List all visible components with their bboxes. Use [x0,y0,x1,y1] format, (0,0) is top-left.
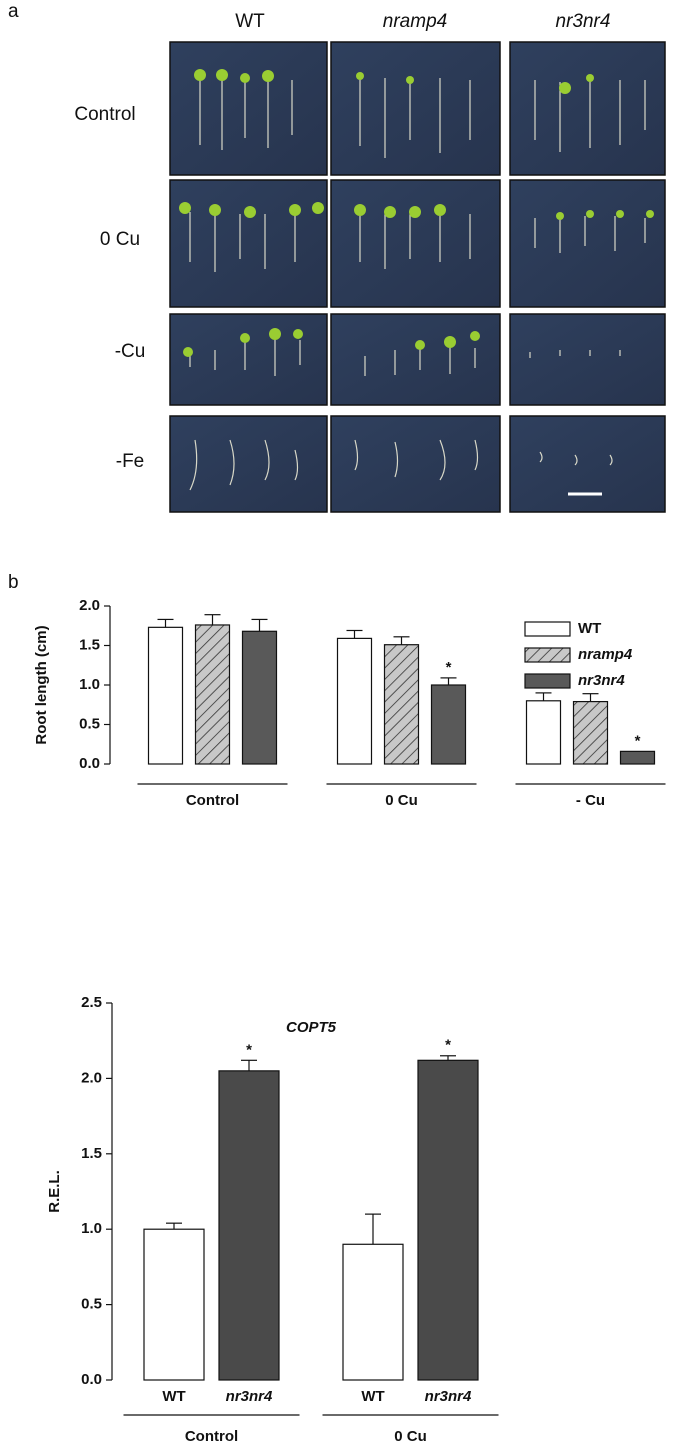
bar [619,750,656,765]
bar [336,637,373,765]
y-axis-label: R.E.L. [46,1170,63,1213]
row-header: 0 Cu [100,229,140,250]
bar [383,644,420,765]
photo [509,41,666,176]
photo [169,41,328,176]
chart-title: COPT5 [286,1019,337,1036]
bar [147,626,184,765]
x-tick-label: Control [186,792,239,809]
bar-label: nr3nr4 [425,1388,472,1405]
roots [189,336,621,376]
y-tick-label: 1.0 [81,1220,102,1237]
legend-swatch [524,647,571,663]
y-tick-label: 0.0 [79,755,100,772]
bar-label: nr3nr4 [226,1388,273,1405]
photo [330,415,501,513]
row-header: Control [74,104,135,125]
y-tick-label: 2.5 [81,994,102,1011]
photo [509,179,666,308]
significance: * [635,732,641,749]
legend-label: nramp4 [578,646,633,663]
bar [430,684,467,765]
bar [525,700,562,765]
bar [241,630,278,765]
y-tick-label: 2.0 [81,1069,102,1086]
photo [169,415,328,513]
row-header: -Fe [116,451,145,472]
y-axis-label: Root length (cm) [33,625,50,744]
y-tick-label: 0.5 [81,1296,102,1313]
photo-grid [169,41,666,513]
roots [189,439,613,491]
panel-label: a [8,1,19,22]
photo [169,313,328,406]
significance: * [246,1041,252,1058]
bar [194,624,231,765]
bar [572,700,609,765]
roots [199,75,646,158]
y-tick-label: 1.5 [81,1145,102,1162]
legend-label: nr3nr4 [578,672,625,689]
y-tick-label: 1.0 [79,676,100,693]
y-tick-label: 0.5 [79,715,100,732]
bar [218,1070,280,1381]
photo [330,41,501,176]
panel-label: b [8,572,19,593]
significance: * [446,659,452,676]
x-tick-label: - Cu [576,792,605,809]
column-header: nr3nr4 [556,11,611,32]
cotyledons [179,69,654,357]
legend-swatch [524,673,571,689]
bar [417,1059,479,1381]
y-tick-label: 2.0 [79,597,100,614]
column-header: nramp4 [383,11,447,32]
bar-label: WT [162,1388,185,1405]
bar [143,1228,205,1381]
row-header: -Cu [115,341,146,362]
roots [189,212,646,272]
y-tick-label: 1.5 [79,636,100,653]
photo [330,179,501,308]
photo [169,179,328,308]
significance: * [445,1037,451,1054]
legend-label: WT [578,620,601,637]
x-tick-label: 0 Cu [394,1428,427,1445]
photo [330,313,501,406]
legend-swatch [524,621,571,637]
photo [509,313,666,406]
y-tick-label: 0.0 [81,1371,102,1388]
x-tick-label: Control [185,1428,238,1445]
bar-label: WT [361,1388,384,1405]
column-header: WT [235,11,265,32]
x-tick-label: 0 Cu [385,792,418,809]
bar [342,1243,404,1381]
photo [509,415,666,513]
